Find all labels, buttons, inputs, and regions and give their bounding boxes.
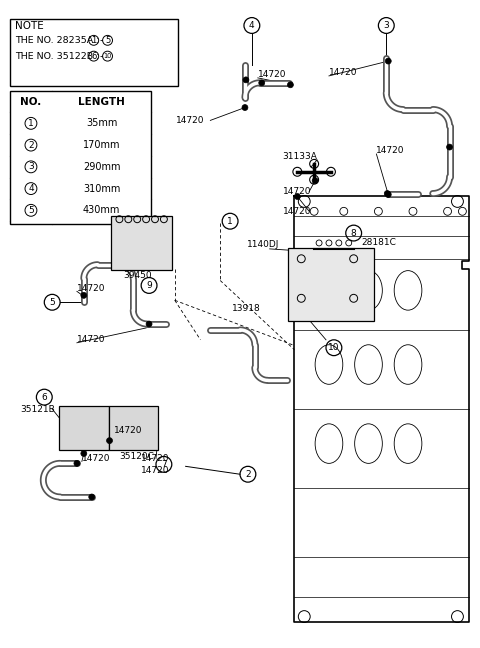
Circle shape [146, 321, 152, 327]
Text: 35121B: 35121B [21, 404, 55, 413]
FancyBboxPatch shape [108, 406, 158, 450]
Circle shape [242, 104, 248, 111]
Text: 1140DJ: 1140DJ [247, 240, 279, 249]
Text: 8: 8 [351, 229, 357, 238]
Text: NOTE: NOTE [14, 21, 43, 32]
FancyBboxPatch shape [10, 19, 178, 86]
Text: 6: 6 [41, 393, 47, 402]
Text: 290mm: 290mm [83, 162, 120, 172]
Text: 430mm: 430mm [83, 205, 120, 215]
Text: 1: 1 [28, 119, 34, 128]
Text: 2: 2 [245, 470, 251, 479]
Text: 5: 5 [28, 206, 34, 215]
Text: 14720: 14720 [376, 146, 405, 154]
Circle shape [81, 450, 87, 456]
FancyBboxPatch shape [288, 248, 374, 321]
Text: 14720: 14720 [176, 116, 204, 125]
Text: 14720: 14720 [77, 335, 106, 344]
Text: -: - [100, 36, 103, 45]
Circle shape [259, 80, 264, 86]
Text: 9: 9 [146, 281, 152, 290]
Text: 14720: 14720 [77, 284, 106, 293]
Text: 35120C: 35120C [120, 452, 154, 461]
Text: 14720: 14720 [82, 454, 110, 463]
Text: LENGTH: LENGTH [78, 97, 125, 107]
Text: 13918: 13918 [232, 304, 261, 313]
Text: 14720: 14720 [258, 71, 286, 80]
Circle shape [89, 494, 95, 500]
Text: 14720: 14720 [141, 466, 169, 475]
Text: 10: 10 [103, 53, 112, 59]
Circle shape [385, 58, 391, 64]
Circle shape [243, 77, 249, 83]
Text: 4: 4 [249, 21, 255, 30]
Text: 14720: 14720 [141, 454, 169, 463]
Text: 10: 10 [328, 343, 340, 353]
Text: 1: 1 [91, 36, 96, 45]
Text: 35mm: 35mm [86, 119, 117, 128]
Text: 7: 7 [161, 460, 167, 469]
Text: 310mm: 310mm [83, 183, 120, 194]
Text: 14720: 14720 [283, 187, 311, 196]
Text: 14720: 14720 [329, 69, 358, 78]
Text: 170mm: 170mm [83, 140, 120, 150]
Circle shape [81, 292, 87, 298]
Text: NO.: NO. [20, 97, 42, 107]
Text: 39450: 39450 [123, 271, 152, 280]
Text: 2: 2 [28, 141, 34, 150]
FancyBboxPatch shape [10, 91, 151, 224]
Circle shape [294, 194, 300, 200]
FancyBboxPatch shape [110, 216, 172, 270]
Text: 28181C: 28181C [361, 238, 396, 248]
Circle shape [288, 82, 293, 87]
Text: 14720: 14720 [113, 426, 142, 435]
Text: 14720: 14720 [283, 207, 311, 216]
Text: 3: 3 [384, 21, 389, 30]
Circle shape [107, 437, 112, 444]
Text: THE NO. 35122B :: THE NO. 35122B : [14, 52, 102, 61]
Circle shape [74, 460, 80, 467]
Text: 6: 6 [91, 52, 96, 61]
FancyBboxPatch shape [59, 406, 108, 450]
Text: -: - [100, 51, 103, 61]
Text: 3: 3 [28, 163, 34, 171]
Circle shape [446, 144, 453, 150]
Text: 1: 1 [227, 216, 233, 226]
Text: THE NO. 28235A :: THE NO. 28235A : [14, 36, 102, 45]
Text: 4: 4 [28, 184, 34, 193]
Circle shape [385, 192, 391, 198]
Text: 5: 5 [105, 36, 110, 45]
Circle shape [384, 191, 390, 196]
Text: 5: 5 [49, 297, 55, 307]
Circle shape [312, 178, 318, 183]
Text: 31133A: 31133A [283, 152, 317, 161]
